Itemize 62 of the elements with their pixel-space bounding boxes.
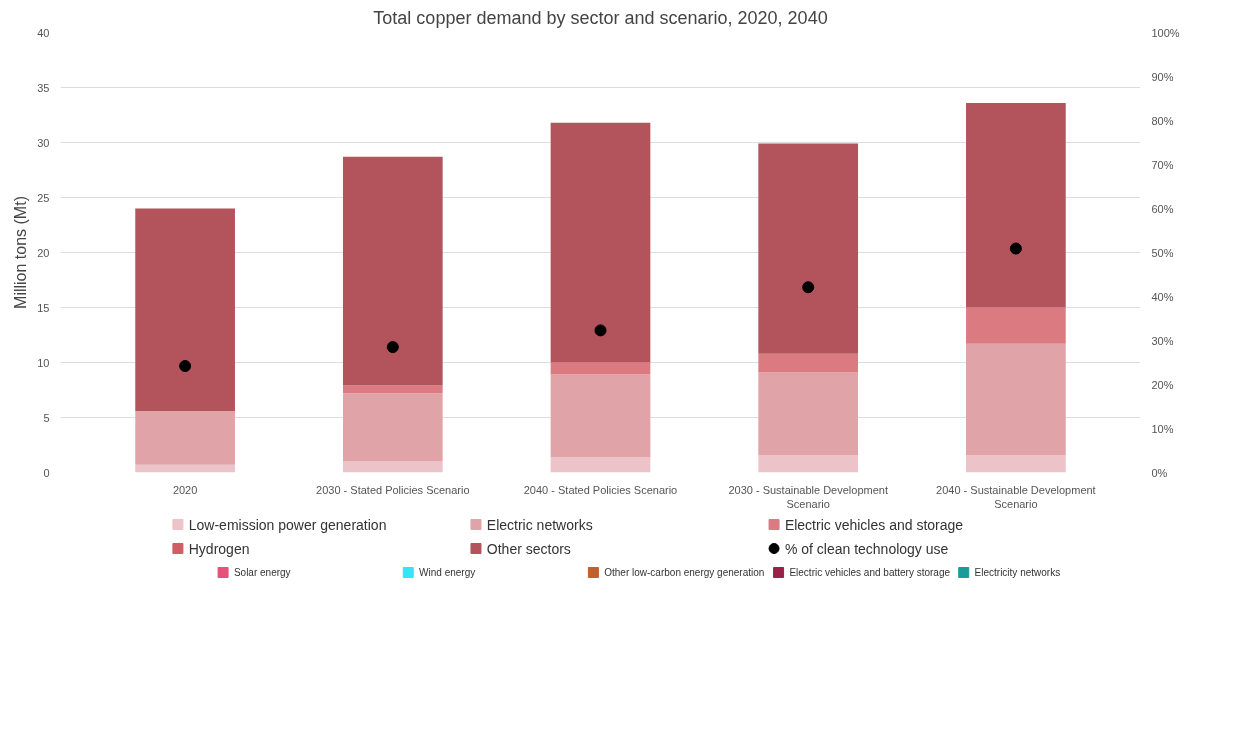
chart-title: Total copper demand by sector and scenario, 2020, 2040 [373, 7, 828, 28]
point [594, 324, 607, 337]
y-tick-label: 40 [37, 26, 50, 39]
y-tick-label: 10 [37, 356, 50, 369]
bar [758, 372, 859, 455]
bar [550, 457, 651, 473]
bar [342, 393, 443, 462]
y2-tick-label: 10% [1151, 422, 1174, 435]
point [1009, 242, 1022, 255]
legend-label: Electric vehicles and storage [784, 516, 964, 533]
legend-label: Other low-carbon energy generation [604, 567, 765, 578]
y-axis-title: Million tons (Mt) [12, 196, 30, 309]
legend-label: Low-emission power generation [188, 516, 387, 533]
x-tick-label: 2030 - Stated Policies Scenario [316, 483, 470, 496]
legend-label: % of clean technology use [784, 540, 949, 557]
legend-label: Other sectors [486, 540, 571, 557]
bar [135, 464, 235, 473]
bar [550, 374, 651, 458]
y-tick-label: 25 [37, 191, 50, 204]
x-tick-label: 2040 - Stated Policies Scenario [523, 483, 678, 496]
x-tick-label: 2020 [172, 483, 198, 496]
point [802, 281, 815, 294]
legend-label: Electric networks [486, 516, 593, 533]
y-tick-label: 15 [37, 301, 50, 314]
bar [966, 102, 1066, 308]
bar [966, 343, 1066, 455]
bar [758, 353, 859, 373]
bar [342, 385, 443, 394]
point [386, 341, 399, 354]
bar [342, 461, 443, 473]
y2-tick-label: 70% [1151, 158, 1174, 171]
y-tick-label: 5 [43, 411, 50, 424]
y2-tick-label: 60% [1151, 202, 1174, 215]
bar [135, 208, 235, 411]
legend-label: Electric vehicles and battery storage [789, 567, 951, 578]
bar [550, 362, 651, 375]
y2-tick-label: 20% [1151, 378, 1174, 391]
point [179, 360, 192, 373]
bar [758, 143, 859, 354]
y-tick-label: 30 [37, 136, 50, 149]
y2-tick-label: 90% [1151, 70, 1174, 83]
y-tick-label: 20 [37, 246, 50, 259]
bar [966, 454, 1066, 473]
y2-tick-label: 30% [1151, 334, 1174, 347]
bar [758, 454, 859, 473]
y2-tick-label: 100% [1151, 26, 1180, 39]
y2-tick-label: 80% [1151, 114, 1174, 127]
y-tick-label: 35 [37, 81, 50, 94]
y-tick-label: 0 [43, 466, 50, 479]
y2-tick-label: 0% [1151, 466, 1168, 479]
y2-tick-label: 50% [1151, 246, 1174, 259]
bar [342, 156, 443, 386]
legend-label: Electricity networks [974, 567, 1061, 578]
bar [550, 122, 651, 363]
x-tick-label: 2030 - Sustainable Development Scenario [728, 483, 888, 510]
legend-label: Hydrogen [188, 540, 250, 557]
y2-tick-label: 40% [1151, 290, 1174, 303]
legend-label: Wind energy [419, 567, 476, 578]
x-tick-label: 2040 - Sustainable Development Scenario [936, 483, 1096, 510]
legend-label: Solar energy [233, 567, 291, 578]
bar [135, 410, 235, 465]
bar [966, 307, 1066, 344]
